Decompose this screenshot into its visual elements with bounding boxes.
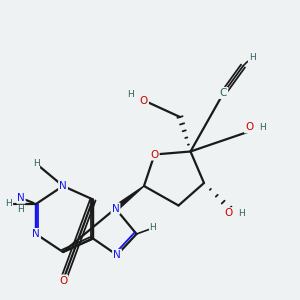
Text: O: O	[224, 208, 232, 218]
Text: N: N	[32, 229, 40, 239]
Text: H: H	[238, 208, 245, 217]
Text: C: C	[220, 88, 227, 98]
Text: H: H	[18, 206, 24, 214]
Text: H: H	[259, 123, 266, 132]
Text: O: O	[59, 275, 67, 286]
Text: N: N	[112, 203, 119, 214]
Text: N: N	[113, 250, 121, 260]
Text: O: O	[150, 149, 159, 160]
Text: H: H	[127, 90, 134, 99]
Text: N: N	[59, 181, 67, 191]
Text: H: H	[150, 224, 156, 232]
Text: H: H	[33, 159, 39, 168]
Text: O: O	[140, 95, 148, 106]
Text: N: N	[17, 193, 25, 203]
Text: H: H	[6, 200, 12, 208]
Polygon shape	[114, 186, 144, 211]
Text: O: O	[245, 122, 253, 133]
Text: H: H	[249, 52, 255, 62]
